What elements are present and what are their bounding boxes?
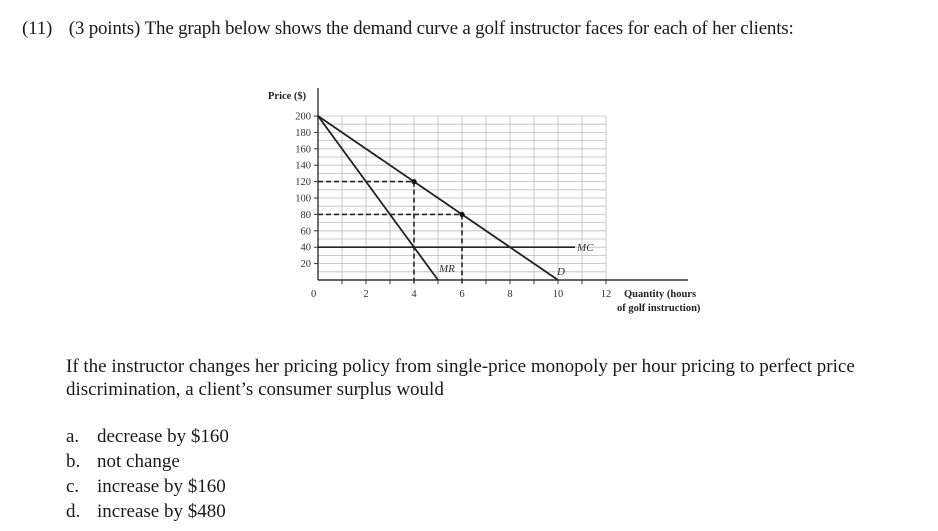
origin-label: 0: [311, 289, 316, 300]
question-header: (11) (3 points) The graph below shows th…: [22, 18, 794, 40]
x-tick-label: 10: [553, 289, 564, 300]
y-tick-label: 120: [295, 177, 311, 188]
y-axis-ticks: 20 40 60 80 100 120 140 160 180 200: [295, 112, 318, 270]
question-points: (3 points): [68, 18, 141, 39]
marginal-revenue-curve: [317, 115, 439, 281]
x-tick-label: 4: [411, 289, 417, 300]
answer-options: a. decrease by $160 b. not change c. increa…: [66, 424, 229, 524]
demand-curve: [317, 115, 559, 281]
option-text: not change: [97, 451, 180, 472]
y-tick-label: 200: [295, 112, 311, 123]
y-tick-label: 60: [301, 226, 312, 237]
question-prompt: If the instructor changes her pricing po…: [66, 356, 855, 400]
y-tick-label: 180: [295, 128, 311, 139]
y-tick-label: 140: [295, 161, 311, 172]
option-text: decrease by $160: [97, 426, 229, 447]
y-axis-label: Price ($): [268, 91, 307, 102]
question-number: (11): [22, 18, 53, 39]
point-q4-p120: [411, 179, 417, 185]
option-c[interactable]: c. increase by $160: [66, 474, 229, 499]
y-tick-label: 100: [295, 194, 311, 205]
point-q6-p80: [459, 211, 465, 217]
option-letter: a.: [66, 426, 80, 447]
option-b[interactable]: b. not change: [66, 449, 229, 474]
y-tick-label: 20: [301, 259, 312, 270]
option-a[interactable]: a. decrease by $160: [66, 424, 229, 449]
demand-curve-graph: 20 40 60 80 100 120 140 160 180 200 2 4 6 8 10 12 Pric…: [268, 88, 701, 314]
x-tick-label: 12: [601, 289, 612, 300]
y-tick-label: 160: [295, 144, 311, 155]
demand-label: D: [556, 266, 565, 278]
option-letter: b.: [66, 451, 81, 472]
x-axis-ticks: 2 4 6 8 10 12: [341, 280, 612, 300]
option-text: increase by $160: [97, 476, 226, 497]
x-axis-label-line2: of golf instruction): [617, 303, 701, 314]
mr-label: MR: [438, 263, 455, 275]
x-tick-label: 2: [363, 289, 368, 300]
mc-label: MC: [576, 242, 594, 254]
option-text: increase by $480: [97, 501, 226, 522]
x-tick-label: 8: [507, 289, 512, 300]
x-tick-label: 6: [459, 289, 464, 300]
y-tick-label: 80: [301, 210, 312, 221]
option-d[interactable]: d. increase by $480: [66, 499, 229, 524]
option-letter: c.: [66, 476, 80, 497]
question-intro: The graph below shows the demand curve a…: [144, 18, 794, 39]
x-axis-label-line1: Quantity (hours: [624, 289, 696, 300]
option-letter: d.: [66, 501, 81, 522]
y-tick-label: 40: [301, 243, 312, 254]
